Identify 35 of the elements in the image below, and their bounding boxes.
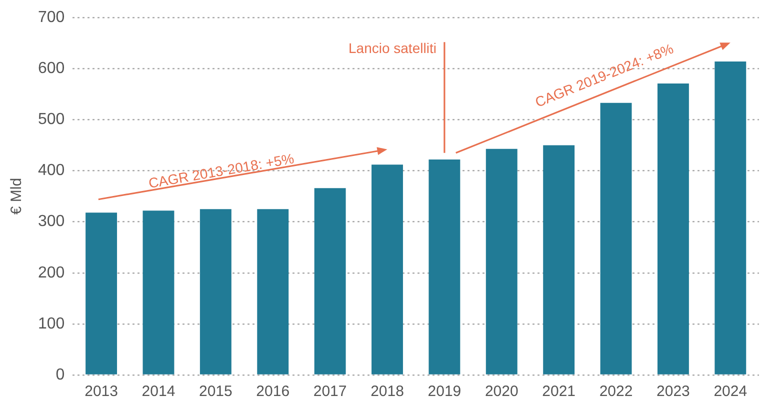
x-tick-label: 2015 <box>198 383 232 400</box>
y-tick-label: 600 <box>38 60 65 78</box>
bar <box>714 62 746 374</box>
x-tick-label: 2024 <box>714 383 748 400</box>
y-tick-label: 400 <box>38 162 65 180</box>
bar <box>86 212 118 374</box>
bar <box>657 83 689 374</box>
x-tick-label: 2022 <box>599 383 633 400</box>
y-tick-label: 300 <box>38 213 65 230</box>
y-tick-label: 700 <box>38 9 65 26</box>
y-tick-label: 0 <box>56 366 65 384</box>
x-tick-label: 2020 <box>484 383 518 400</box>
x-tick-label: 2014 <box>142 383 176 400</box>
y-tick-label: 500 <box>38 111 65 128</box>
y-tick-label: 100 <box>38 315 65 332</box>
bar <box>372 164 403 374</box>
bar <box>314 188 346 374</box>
bar <box>257 209 289 374</box>
bar <box>142 210 174 374</box>
y-axis-title: € Mld <box>8 178 26 215</box>
bar <box>200 209 232 374</box>
x-tick-label: 2016 <box>256 383 290 400</box>
bar <box>600 102 632 374</box>
annotation: CAGR 2013-2018: +5% <box>147 150 296 192</box>
bar <box>486 148 518 374</box>
annotation: Lancio satelliti <box>348 40 436 56</box>
x-tick-label: 2019 <box>428 383 462 400</box>
x-tick-label: 2023 <box>656 383 690 400</box>
y-tick-label: 200 <box>38 264 65 282</box>
x-tick-label: 2021 <box>542 383 576 400</box>
x-tick-label: 2018 <box>370 383 404 400</box>
bar <box>428 160 460 374</box>
bar <box>543 145 575 374</box>
x-tick-label: 2017 <box>313 383 347 400</box>
x-tick-label: 2013 <box>84 383 118 400</box>
